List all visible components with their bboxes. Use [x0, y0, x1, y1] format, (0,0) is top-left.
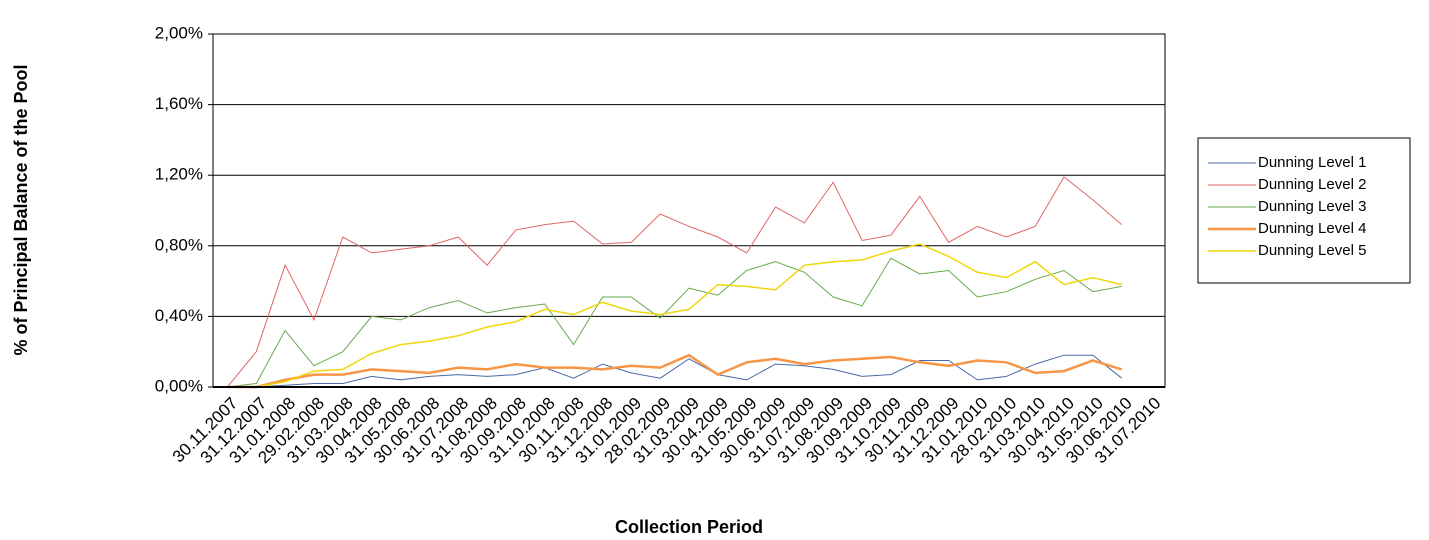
legend-label: Dunning Level 4 [1258, 220, 1366, 237]
series-line [227, 354, 1123, 388]
y-tick-label: 1,60% [155, 94, 203, 113]
legend-box [1197, 137, 1411, 284]
series-line [227, 176, 1123, 388]
legend-label: Dunning Level 1 [1258, 154, 1366, 171]
legend-label: Dunning Level 5 [1258, 242, 1366, 259]
series-line [227, 353, 1123, 389]
y-tick-label: 1,20% [155, 165, 203, 184]
y-tick-label: 0,00% [155, 376, 203, 395]
series-line [227, 257, 1122, 388]
legend-label: Dunning Level 2 [1258, 176, 1366, 193]
x-axis-title: Collection Period [615, 517, 763, 537]
y-tick-label: 2,00% [155, 23, 203, 42]
y-tick-label: 0,40% [155, 306, 203, 325]
y-axis-title: % of Principal Balance of the Pool [11, 64, 31, 355]
legend-label: Dunning Level 3 [1258, 198, 1366, 215]
series-line [227, 243, 1122, 388]
y-tick-label: 0,80% [155, 235, 203, 254]
plot-frame [212, 33, 1166, 388]
